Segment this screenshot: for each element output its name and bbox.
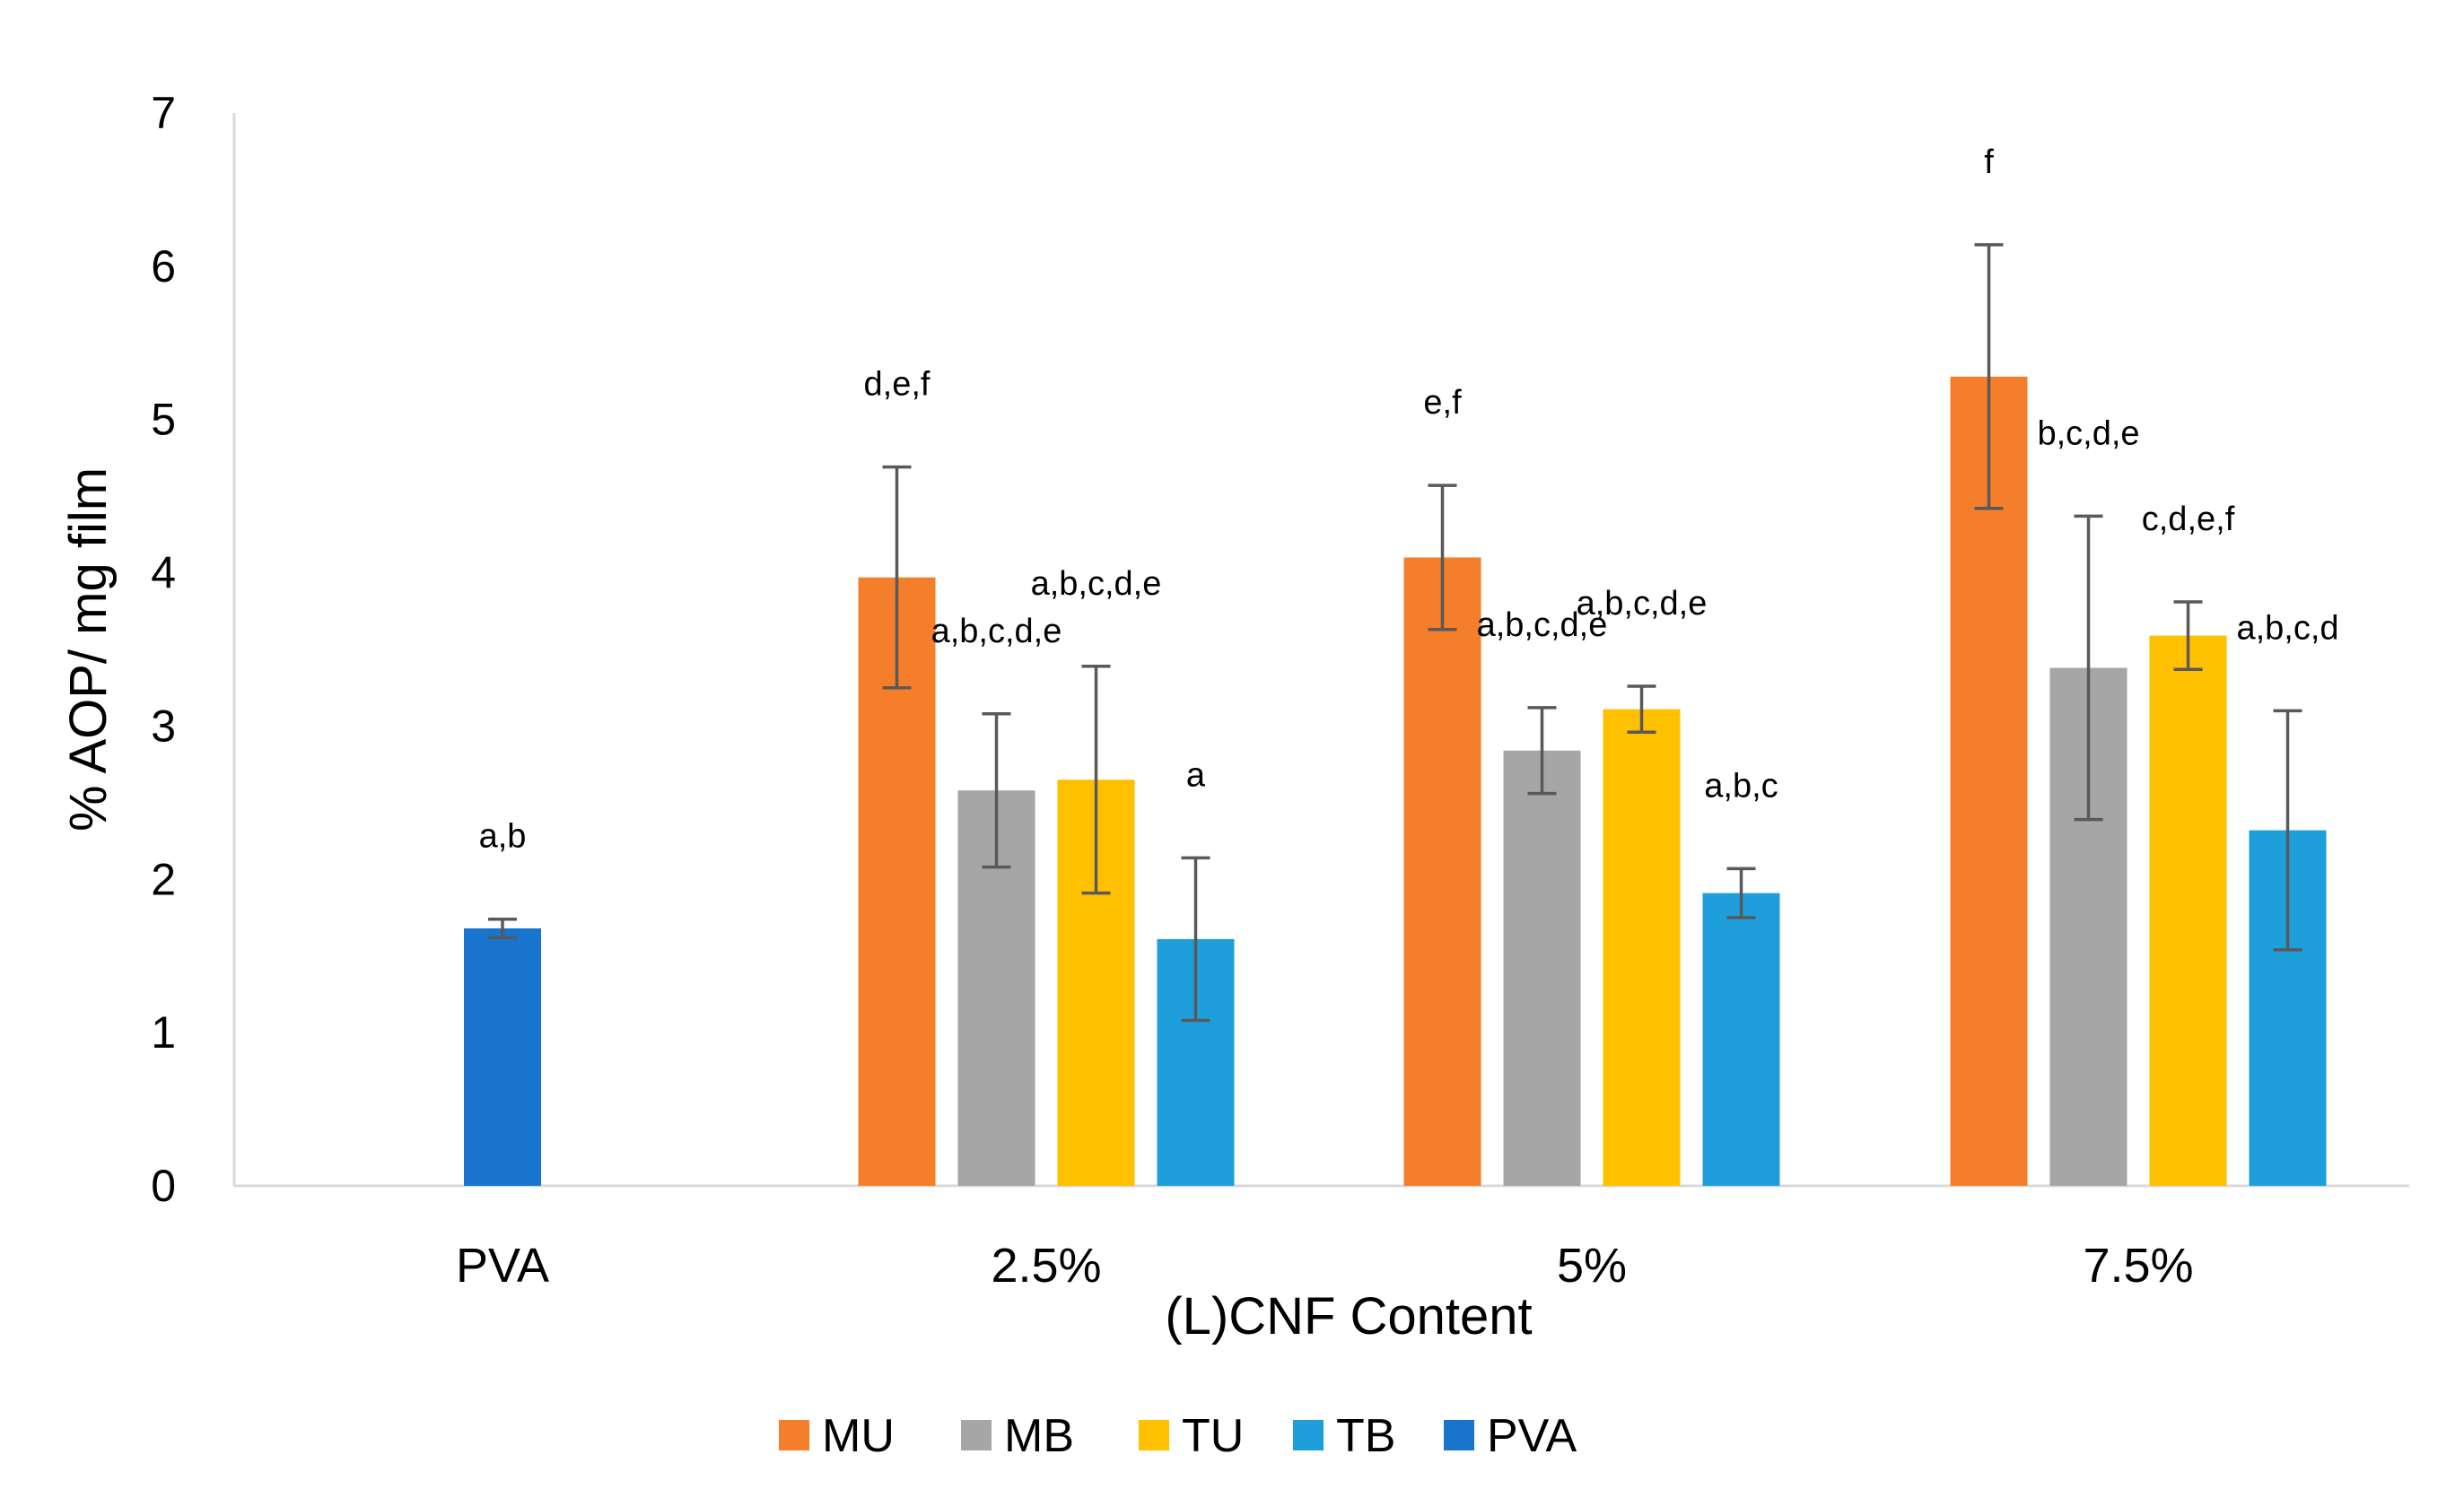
legend-label: TU xyxy=(1182,1410,1244,1462)
error-bar xyxy=(1974,243,2004,510)
significance-label: a,b,c xyxy=(1704,767,1778,805)
error-bar xyxy=(1081,665,1111,895)
significance-label: a,b,c,d xyxy=(2236,609,2338,647)
bar-mu xyxy=(1403,557,1481,1186)
legend-label: PVA xyxy=(1487,1410,1577,1462)
significance-label: f xyxy=(1984,144,1994,181)
significance-label: e,f xyxy=(1423,384,1462,422)
legend-swatch xyxy=(1139,1420,1169,1450)
significance-label: a xyxy=(1186,756,1206,794)
significance-label: a,b,c,d,e xyxy=(1477,606,1608,644)
legend-item-tb: TB xyxy=(1293,1410,1395,1462)
bar-mb xyxy=(1503,750,1581,1186)
error-bar xyxy=(1527,706,1557,796)
legend-item-pva: PVA xyxy=(1444,1410,1577,1462)
x-tick-label: PVA xyxy=(456,1239,549,1293)
error-bar xyxy=(2273,709,2302,952)
x-tick-label: 5% xyxy=(1557,1239,1627,1293)
category-labels: PVA 2.5% 5% 7.5% xyxy=(456,1239,2194,1293)
x-tick-label: 7.5% xyxy=(2083,1239,2193,1293)
y-tick-label: 0 xyxy=(151,1161,176,1211)
significance-label: b,c,d,e xyxy=(2037,414,2139,452)
legend-swatch xyxy=(1293,1420,1324,1450)
bar-mu xyxy=(1950,376,2028,1187)
y-tick-label: 3 xyxy=(151,701,176,751)
legend-item-mu: MU xyxy=(779,1410,895,1462)
significance-label: c,d,e,f xyxy=(2142,501,2235,538)
bar-tb xyxy=(1702,893,1780,1186)
significance-label: a,b,c,d,e xyxy=(1031,565,1162,603)
legend-swatch xyxy=(961,1420,992,1450)
error-bar xyxy=(1726,867,1756,919)
y-axis-title: % AOP/ mg film xyxy=(59,467,118,832)
error-bar xyxy=(1428,483,1457,631)
legend-swatch xyxy=(779,1420,809,1450)
x-axis-title: (L)CNF Content xyxy=(1165,1287,1532,1346)
legend-item-mb: MB xyxy=(961,1410,1074,1462)
legend-item-tu: TU xyxy=(1139,1410,1244,1462)
error-bar xyxy=(882,465,912,690)
legend: MU MB TU TB PVA xyxy=(779,1410,1577,1462)
significance-label: a,b,c,d,e xyxy=(931,613,1062,650)
legend-label: TB xyxy=(1336,1410,1395,1462)
bars: a,bd,e,fa,b,c,d,ea,b,c,d,eae,fa,b,c,d,ea… xyxy=(464,144,2339,1187)
y-tick-label: 1 xyxy=(151,1007,176,1058)
legend-swatch xyxy=(1444,1420,1474,1450)
y-tick-label: 7 xyxy=(151,88,176,138)
significance-label: a,b,c,d,e xyxy=(1577,585,1708,623)
error-bar xyxy=(2074,514,2103,822)
y-tick-label: 6 xyxy=(151,241,176,292)
error-bar xyxy=(2173,600,2203,671)
error-bar xyxy=(982,712,1011,869)
y-tick-label: 2 xyxy=(151,854,176,904)
bar-pva xyxy=(464,928,541,1186)
significance-label: a,b xyxy=(479,818,527,856)
y-axis: 0 1 2 3 4 5 6 7 xyxy=(151,88,236,1211)
bar-tu xyxy=(2149,635,2227,1186)
x-tick-label: 2.5% xyxy=(991,1239,1101,1293)
significance-label: d,e,f xyxy=(864,366,931,404)
bar-tu xyxy=(1603,709,1681,1186)
legend-label: MB xyxy=(1004,1410,1074,1462)
error-bar xyxy=(488,917,517,939)
y-tick-label: 4 xyxy=(151,548,176,598)
error-bar xyxy=(1627,684,1656,735)
error-bar xyxy=(1181,856,1210,1023)
y-tick-label: 5 xyxy=(151,395,176,445)
legend-label: MU xyxy=(822,1410,895,1462)
